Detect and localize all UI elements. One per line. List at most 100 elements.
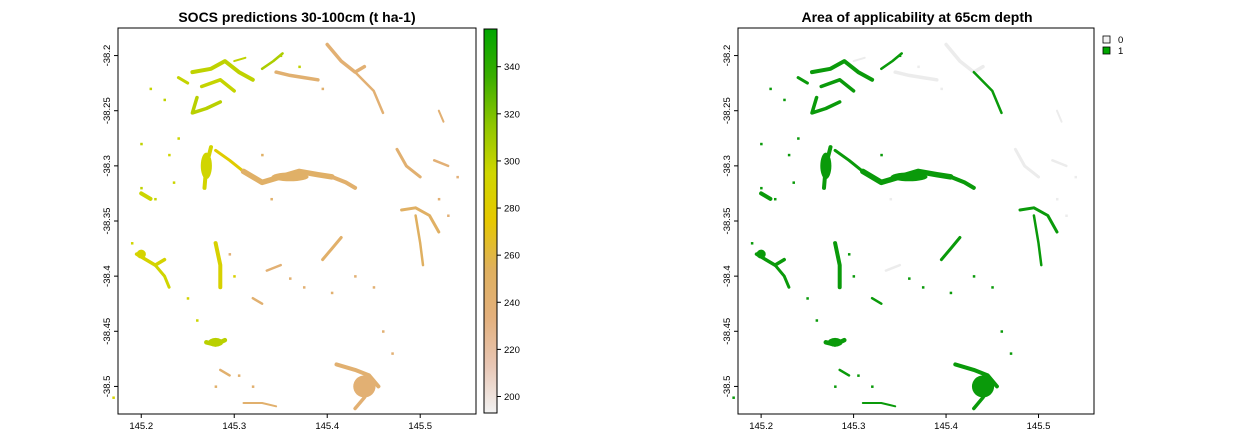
colorbar-tick-label: 220 <box>504 345 520 356</box>
socs-wetland-speck <box>233 275 236 278</box>
socs-wetland-speck <box>196 319 199 322</box>
aoa-wetland-blob <box>820 153 831 179</box>
socs-wetland-speck <box>215 385 218 388</box>
socs-wetland-blob <box>353 375 375 397</box>
aoa-wetland-speck <box>917 66 920 69</box>
socs-wetland-patch <box>439 111 444 122</box>
aoa-wetland-speck <box>857 374 860 377</box>
aoa-wetland-speck <box>880 154 883 157</box>
socs-wetland-speck <box>140 187 143 190</box>
aoa-wetland-speck <box>774 198 777 201</box>
aoa-wetland-patch <box>854 58 865 61</box>
aoa-wetland-speck <box>1010 352 1013 355</box>
aoa-wetland-speck <box>783 99 786 102</box>
aoa-panel-title: Area of applicability at 65cm depth <box>801 9 1032 25</box>
aoa-wetland-patch <box>840 370 849 376</box>
socs-wetland-speck <box>298 66 301 69</box>
aoa-wetland-patch <box>1052 160 1066 166</box>
aoa-raster-layer <box>732 45 1077 409</box>
socs-wetland-patch <box>332 177 355 188</box>
socs-wetland-patch <box>416 216 423 266</box>
socs-panel-title: SOCS predictions 30-100cm (t ha-1) <box>178 9 415 25</box>
socs-wetland-patch <box>434 160 448 166</box>
x-tick-label: 145.2 <box>749 421 773 432</box>
aoa-wetland-patch <box>775 265 789 287</box>
socs-wetland-patch <box>402 208 439 232</box>
socs-wetland-patch <box>323 238 342 260</box>
socs-wetland-patch <box>216 243 221 287</box>
aoa-wetland-patch <box>895 72 937 80</box>
aoa-wetland-patch <box>951 177 974 188</box>
aoa-wetland-speck <box>922 286 925 289</box>
legend-swatch <box>1103 36 1110 43</box>
aoa-wetland-speck <box>760 187 763 190</box>
socs-plot-frame <box>118 28 476 414</box>
aoa-wetland-speck <box>1056 198 1059 201</box>
aoa-wetland-speck <box>792 181 795 184</box>
aoa-wetland-blob <box>891 172 928 181</box>
aoa-wetland-speck <box>797 137 800 140</box>
aoa-wetland-patch <box>821 80 853 91</box>
x-tick-label: 145.5 <box>1027 421 1051 432</box>
x-tick-label: 145.5 <box>408 421 432 432</box>
aoa-wetland-blob <box>828 338 843 347</box>
colorbar-ramp <box>484 29 497 413</box>
socs-wetland-patch <box>262 53 283 68</box>
y-tick-label: -38.35 <box>102 208 113 235</box>
aoa-wetland-blob <box>756 250 765 259</box>
aoa-wetland-speck <box>1001 330 1004 333</box>
aoa-wetland-speck <box>871 385 874 388</box>
socs-wetland-speck <box>140 143 143 146</box>
legend-label: 0 <box>1118 35 1123 46</box>
aoa-categorical-legend: 01 <box>1103 35 1123 57</box>
aoa-wetland-speck <box>788 154 791 157</box>
aoa-wetland-patch <box>974 72 1002 113</box>
socs-wetland-patch <box>202 80 235 91</box>
socs-wetland-patch <box>220 370 229 376</box>
x-tick-label: 145.3 <box>842 421 866 432</box>
aoa-wetland-speck <box>940 88 943 91</box>
aoa-wetland-speck <box>973 275 976 278</box>
socs-wetland-speck <box>331 292 334 295</box>
aoa-wetland-speck <box>834 385 837 388</box>
aoa-wetland-speck <box>950 292 953 295</box>
aoa-wetland-patch <box>863 403 895 406</box>
socs-wetland-patch <box>192 61 252 80</box>
y-tick-label: -38.45 <box>722 318 733 345</box>
socs-wetland-blob <box>271 172 308 181</box>
aoa-wetland-patch <box>886 265 900 271</box>
socs-wetland-speck <box>354 275 357 278</box>
x-tick-label: 145.4 <box>315 421 339 432</box>
socs-wetland-blob <box>137 250 146 259</box>
socs-wetland-patch <box>276 72 318 80</box>
aoa-wetland-speck <box>1065 214 1068 217</box>
colorbar-tick-label: 320 <box>504 109 520 120</box>
aoa-wetland-patch <box>812 98 840 113</box>
aoa-y-axis: -38.2 -38.25 -38.3 -38.35 -38.4 -38.45 -38.5 <box>722 45 738 398</box>
colorbar-tick-label: 280 <box>504 204 520 215</box>
aoa-wetland-speck <box>769 88 772 91</box>
y-tick-label: -38.3 <box>102 155 113 177</box>
aoa-wetland-patch <box>835 150 863 171</box>
y-tick-label: -38.4 <box>102 265 113 287</box>
y-tick-label: -38.3 <box>722 155 733 177</box>
aoa-wetland-patch <box>1034 216 1041 266</box>
socs-wetland-speck <box>373 286 376 289</box>
socs-wetland-blob <box>208 338 223 347</box>
colorbar-tick-label: 340 <box>504 62 520 73</box>
socs-wetland-speck <box>322 88 325 91</box>
socs-wetland-speck <box>131 242 134 245</box>
socs-wetland-patch <box>244 403 277 406</box>
aoa-wetland-speck <box>899 55 902 58</box>
socs-wetland-speck <box>150 88 153 91</box>
socs-wetland-speck <box>270 198 273 201</box>
socs-wetland-speck <box>163 99 166 102</box>
socs-wetland-patch <box>234 58 245 61</box>
aoa-wetland-blob <box>972 375 994 397</box>
socs-wetland-speck <box>187 297 190 300</box>
y-tick-label: -38.5 <box>102 376 113 398</box>
aoa-wetland-patch <box>798 78 807 84</box>
socs-wetland-patch <box>155 265 169 287</box>
socs-wetland-patch <box>327 45 364 73</box>
